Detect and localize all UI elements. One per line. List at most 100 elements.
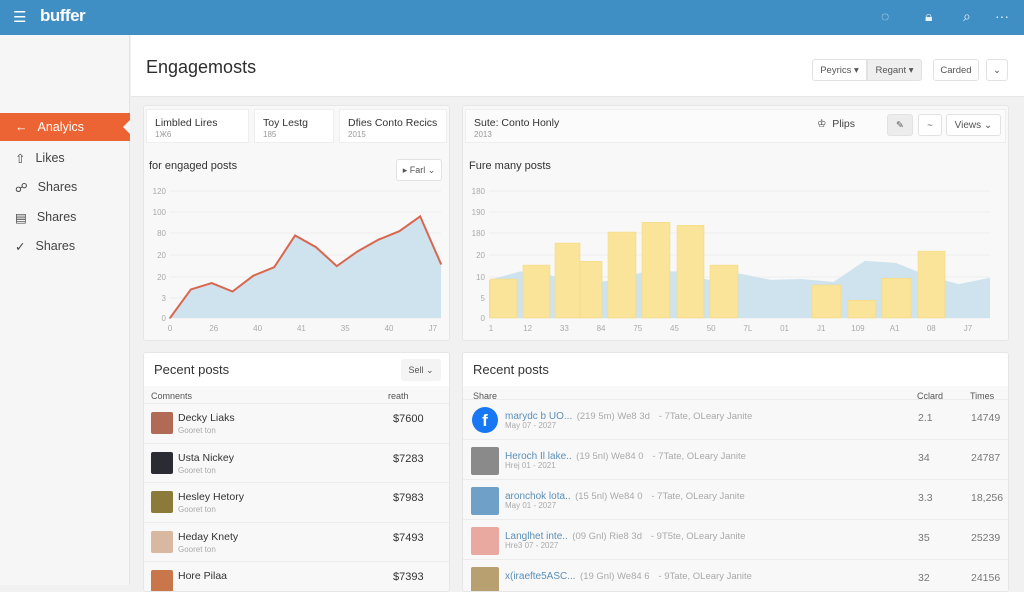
post-author: - 7Tate, OLeary Janite [652, 451, 746, 462]
x-tick-label: 50 [707, 324, 716, 333]
x-tick-label: 0 [168, 324, 173, 333]
sort-dropdown[interactable]: Sell ⌄ [401, 359, 441, 381]
menu-icon[interactable]: ☰ [13, 9, 27, 26]
row-cclard: 3.3 [918, 492, 933, 504]
card-header: Recent posts [463, 353, 1008, 386]
row-value: $7983 [393, 492, 424, 504]
search-icon[interactable]: ⌕ [963, 8, 971, 24]
bar [811, 284, 842, 319]
x-tick-label: J7 [964, 324, 973, 333]
x-tick-label: 26 [209, 324, 218, 333]
row-cclard: 2.1 [918, 412, 933, 424]
trophy-icon: ♔ [817, 118, 827, 130]
x-tick-label: J1 [817, 324, 826, 333]
table-row[interactable]: Decky Liaks Gooret ton $7600 [144, 403, 449, 443]
sidebar-item-likes[interactable]: ⇧ Likes [15, 151, 65, 166]
y-tick-label: 10 [476, 273, 485, 282]
post-link[interactable]: Langlhet inte.. [505, 531, 568, 542]
row-times: 25239 [971, 532, 1001, 544]
stat-tile: Sute: Conto Honly 2013 [465, 109, 1006, 143]
share-icon: ☍ [15, 180, 28, 195]
row-value: $7493 [393, 531, 424, 544]
lock-icon[interactable]: 🔒︎ [925, 8, 933, 24]
x-tick-label: 84 [597, 324, 606, 333]
x-tick-label: 33 [560, 324, 569, 333]
x-tick-label: 75 [633, 324, 642, 333]
row-cclard: 32 [918, 572, 930, 584]
sidebar-item-shares-3[interactable]: ✓ Shares [15, 239, 76, 254]
card-title: Recent posts [473, 362, 549, 377]
table-row[interactable]: f marydc b UO... (219 5m) We8 3d - 7Tate,… [463, 399, 1008, 439]
post-date: Hre3 07 - 2027 [505, 541, 559, 550]
bar [489, 278, 518, 319]
line-icon[interactable]: ~ [918, 114, 942, 136]
sidebar-item-shares-2[interactable]: ▤ Shares [15, 210, 77, 225]
data-point [356, 250, 359, 253]
carded-button[interactable]: Carded [933, 59, 979, 81]
page-title: Engagemosts [146, 57, 257, 77]
views-dropdown[interactable]: Views ⌄ [946, 114, 1001, 136]
post-link[interactable]: Heroch Il lake.. [505, 451, 572, 462]
table-row[interactable]: aronchok lota.. (15 5nl) We84 0 - 7Tate,… [463, 479, 1008, 519]
thumb-icon[interactable]: ✎ [887, 114, 913, 136]
data-point [315, 246, 317, 248]
stat-tile: Dfies Conto Recics 2015 [339, 109, 447, 143]
avatar [151, 530, 173, 553]
row-times: 24156 [971, 572, 1001, 584]
x-tick-label: 08 [927, 324, 936, 333]
post-meta: (15 5nl) We84 0 [575, 491, 643, 502]
post-link[interactable]: marydc b UO... [505, 411, 573, 422]
sidebar-item-analytics[interactable]: ← Analyics [0, 113, 130, 141]
engagement-area-chart: 120 100 80 20 20 3 00 26 40 41 35 40 J7 [153, 187, 442, 333]
sidebar-item-shares[interactable]: ☍ Shares [15, 180, 78, 195]
data-point [273, 266, 276, 268]
table-row[interactable]: Hesley Hetory Gooret ton $7983 [144, 482, 449, 522]
post-date: May 01 - 2027 [505, 501, 557, 510]
recent-posts-left: Pecent posts Sell ⌄ Comnents reath Decky… [143, 352, 450, 592]
data-point [169, 317, 171, 319]
data-point [440, 263, 442, 265]
data-point [335, 265, 338, 267]
table-row[interactable]: Langlhet inte.. (09 Gnl) Rie8 3d - 9T5te… [463, 519, 1008, 559]
bar [881, 277, 912, 319]
more-icon[interactable]: ··· [995, 8, 1009, 24]
y-tick-label: 20 [157, 251, 166, 260]
y-tick-label: 180 [472, 187, 486, 196]
table-row[interactable]: x(iraefte5ASC... (19 Gnl) We84 6 - 9Tate… [463, 559, 1008, 591]
table-row[interactable]: Heroch Il lake.. (19 5nl) We84 0 - 7Tate… [463, 439, 1008, 479]
post-link[interactable]: x(iraefte5ASC... [505, 571, 576, 582]
chat-icon[interactable]: ◌ [881, 8, 890, 24]
row-name: Heday Knety [178, 530, 239, 543]
post-author: - 7Tate, OLeary Janite [658, 411, 753, 422]
data-point [210, 282, 213, 284]
post-author: - 7Tate, OLeary Janite [651, 491, 745, 502]
row-name: Decky Liaks [178, 412, 235, 424]
data-point [419, 215, 421, 218]
row-cclard: 34 [918, 452, 930, 464]
y-tick-label: 0 [481, 314, 486, 323]
regant-dropdown[interactable]: Regant ▾ [867, 59, 922, 81]
column-header: reath [388, 391, 409, 401]
table-row[interactable]: Usta Nickey Gooret ton $7283 [144, 442, 449, 483]
table-row[interactable]: Heday Knety Gooret ton $7493 [144, 521, 449, 562]
avatar [471, 567, 499, 591]
peyrics-dropdown[interactable]: Peyrics ▾ [812, 59, 867, 81]
post-link[interactable]: aronchok lota.. [505, 491, 571, 502]
data-point [294, 234, 296, 237]
avatar [151, 491, 173, 513]
data-point [190, 288, 192, 291]
chevron-down-icon[interactable]: ⌄ [986, 59, 1008, 81]
card-header: Pecent posts Sell ⌄ [144, 353, 449, 386]
x-tick-label: 7L [743, 324, 752, 333]
period-dropdown[interactable]: ▸ Farl ⌄ [396, 159, 442, 181]
stat-tile: Limbled Lires 1Ж6 [146, 109, 249, 143]
bar [641, 222, 671, 319]
row-name: Usta Nickey [178, 451, 235, 464]
chart-title: Fure many posts [469, 160, 551, 172]
table-row[interactable]: Hore Pilaa $7393 [144, 561, 449, 591]
plips-button[interactable]: ♔ Plips [817, 118, 856, 130]
bar [579, 261, 603, 319]
y-tick-label: 20 [476, 251, 485, 260]
x-tick-label: 109 [851, 324, 865, 333]
